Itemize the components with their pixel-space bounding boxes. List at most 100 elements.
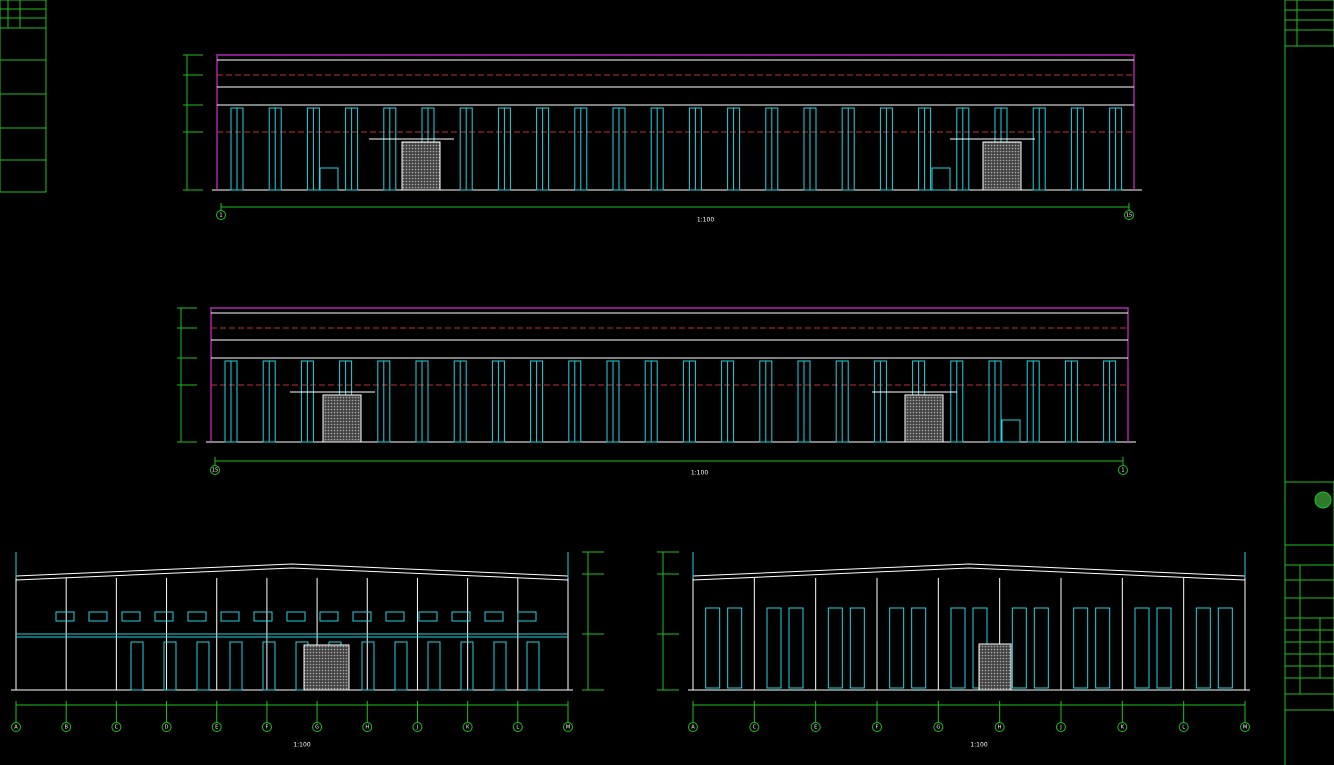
axis-label: 1 (1121, 468, 1124, 474)
window (827, 607, 843, 689)
scale-label: 1:100 (293, 742, 310, 749)
axis-bubble (412, 722, 423, 732)
window (130, 641, 144, 691)
axis-label: J (416, 725, 418, 731)
rolling-door (322, 394, 362, 443)
window (196, 641, 210, 691)
scale-label: 1:100 (691, 470, 708, 477)
axis-bubble (216, 210, 226, 220)
scale-label: 1:100 (970, 742, 987, 749)
axis-bubble (261, 722, 272, 732)
window (154, 611, 174, 622)
axis-bubble (462, 722, 473, 732)
axis-label: H (365, 725, 369, 731)
axis-label: M (1243, 725, 1247, 731)
window (1195, 607, 1211, 689)
window (484, 611, 504, 622)
axis-label: K (1121, 725, 1125, 731)
window (766, 607, 782, 689)
axis-bubble (211, 722, 222, 732)
axis-label: L (1182, 725, 1185, 731)
axis-label: F (876, 725, 879, 731)
axis-bubble (1118, 465, 1128, 475)
axis-bubble (994, 722, 1005, 732)
window (1073, 607, 1089, 689)
window (493, 641, 507, 691)
axis-bubble (1178, 722, 1189, 732)
axis-label: A (14, 725, 18, 731)
window (394, 641, 408, 691)
axis-bubble (11, 722, 21, 732)
window (727, 607, 743, 689)
axis-label: G (936, 725, 940, 731)
window (705, 607, 721, 689)
axis-bubble (872, 722, 882, 732)
small-door (319, 167, 339, 191)
axis-bubble (61, 722, 72, 732)
rolling-door (303, 644, 350, 691)
axis-bubble (933, 722, 944, 732)
window (286, 611, 306, 622)
window (253, 611, 273, 622)
axis-bubble (210, 465, 220, 475)
window (163, 641, 177, 691)
roof-under (692, 567, 1246, 581)
window (121, 611, 141, 622)
window (889, 607, 905, 689)
axis-bubble (362, 722, 373, 732)
axis-label: 15 (1126, 213, 1132, 219)
window (911, 607, 927, 689)
rolling-door (978, 643, 1012, 691)
axis-bubble (161, 722, 172, 732)
window (1095, 607, 1111, 689)
axis-bubble (1056, 722, 1066, 732)
axis-bubble (312, 722, 323, 732)
window (1156, 607, 1172, 689)
axis-label: 15 (212, 468, 218, 474)
axis-label: K (466, 725, 470, 731)
window (361, 641, 375, 691)
axis-label: H (998, 725, 1002, 731)
window (460, 641, 474, 691)
roof (692, 563, 1246, 577)
axis-bubble (1240, 722, 1250, 732)
window (385, 611, 405, 622)
window (517, 611, 537, 622)
axis-bubble (749, 722, 760, 732)
axis-label: 1 (219, 213, 222, 219)
window (55, 611, 75, 622)
rolling-door (401, 141, 441, 191)
scale-label: 1:100 (697, 217, 714, 224)
small-door (1001, 419, 1021, 443)
window (427, 641, 441, 691)
axis-label: B (64, 725, 68, 731)
axis-label: E (215, 725, 218, 731)
axis-label: E (814, 725, 817, 731)
axis-label: F (265, 725, 268, 731)
axis-label: D (165, 725, 169, 731)
axis-bubble (688, 722, 698, 732)
roof (15, 563, 569, 577)
axis-bubble (810, 722, 821, 732)
left-table (0, 0, 47, 193)
axis-label: M (566, 725, 570, 731)
rolling-door (904, 394, 944, 443)
window (220, 611, 240, 622)
axis-label: C (753, 725, 757, 731)
roof-under (15, 567, 569, 581)
window (229, 641, 243, 691)
window (187, 611, 207, 622)
axis-label: C (115, 725, 119, 731)
window (1134, 607, 1150, 689)
rolling-door (982, 141, 1022, 191)
window (849, 607, 865, 689)
window (1217, 607, 1233, 689)
small-door (931, 167, 951, 191)
window (319, 611, 339, 622)
axis-label: J (1059, 725, 1061, 731)
window (262, 641, 276, 691)
axis-label: G (315, 725, 319, 731)
axis-bubble (512, 722, 523, 732)
axis-bubble (111, 722, 122, 732)
